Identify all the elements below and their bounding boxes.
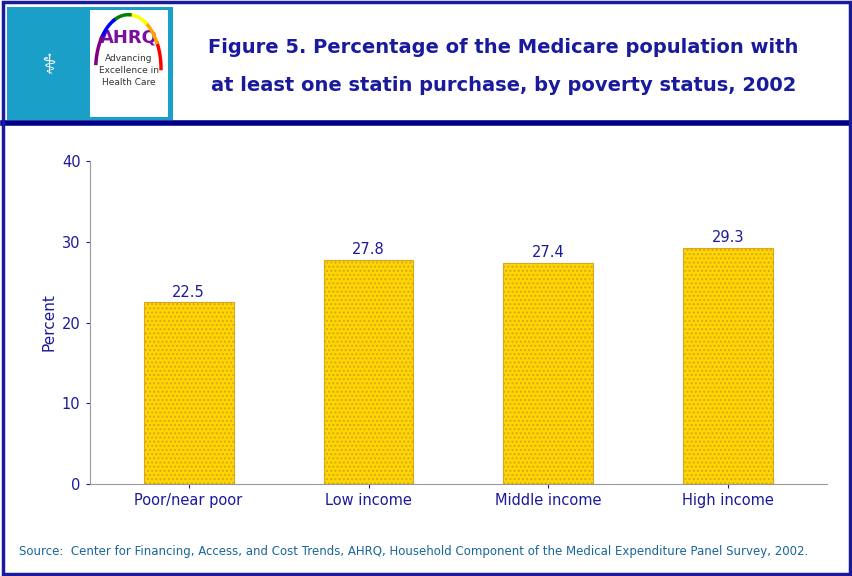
Bar: [143, 302, 233, 484]
Text: Advancing
Excellence in
Health Care: Advancing Excellence in Health Care: [99, 54, 158, 86]
Text: at least one statin purchase, by poverty status, 2002: at least one statin purchase, by poverty…: [210, 76, 795, 94]
Text: 22.5: 22.5: [172, 285, 204, 300]
Text: 27.4: 27.4: [532, 245, 564, 260]
Text: Figure 5. Percentage of the Medicare population with: Figure 5. Percentage of the Medicare pop…: [208, 38, 797, 56]
Bar: [323, 260, 413, 484]
Text: ⚕: ⚕: [41, 52, 56, 80]
Y-axis label: Percent: Percent: [41, 294, 56, 351]
Text: 29.3: 29.3: [711, 230, 744, 245]
Bar: [682, 248, 773, 484]
Text: AHRQ: AHRQ: [100, 28, 158, 47]
Text: Source:  Center for Financing, Access, and Cost Trends, AHRQ, Household Componen: Source: Center for Financing, Access, an…: [19, 545, 807, 558]
Text: 27.8: 27.8: [352, 242, 384, 257]
Bar: [503, 263, 593, 484]
